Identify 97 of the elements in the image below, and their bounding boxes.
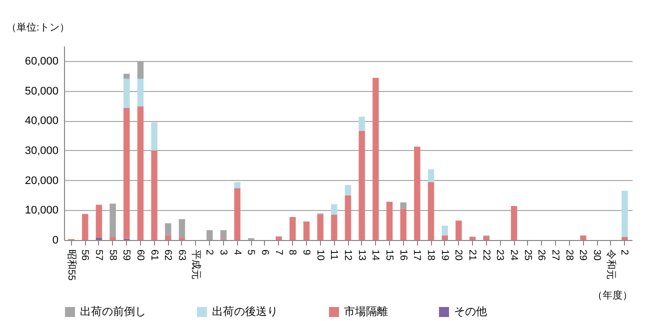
x-tick-label: 16 <box>397 250 408 262</box>
bar <box>622 190 628 238</box>
x-tick-label: 令和元 <box>604 250 617 280</box>
x-tick-label: 63 <box>176 250 187 262</box>
y-tick-label: 50,000 <box>24 85 58 98</box>
bar <box>456 220 462 240</box>
bar <box>124 108 130 239</box>
bar <box>580 236 586 240</box>
x-tick-label: 14 <box>370 250 381 262</box>
x-tick-label: 4 <box>231 250 242 256</box>
bar <box>358 130 365 240</box>
bar <box>428 182 434 240</box>
legend-label: 市場隔離 <box>344 305 388 318</box>
bar <box>400 202 406 209</box>
bar <box>151 150 158 240</box>
x-tick-label: 9 <box>300 250 312 256</box>
bar <box>110 237 116 240</box>
x-tick-label: 59 <box>120 250 132 262</box>
bar <box>124 74 130 79</box>
x-tick-label: 8 <box>286 250 298 256</box>
x-tick-label: 5 <box>245 250 256 256</box>
x-tick-label: 2 <box>618 250 630 256</box>
x-tick-label: 62 <box>162 250 174 262</box>
y-tick-label: 10,000 <box>24 204 58 217</box>
x-tick-label: 3 <box>217 250 228 256</box>
bar <box>386 202 393 240</box>
x-tick-label: 22 <box>480 250 492 262</box>
x-tick-label: 24 <box>508 250 520 262</box>
bar <box>124 78 130 108</box>
y-tick-label: 20,000 <box>24 174 58 187</box>
bar <box>317 214 324 240</box>
bar <box>303 221 310 240</box>
x-tick-label: 15 <box>384 250 395 262</box>
legend-label: その他 <box>454 306 487 318</box>
x-tick-label: 17 <box>411 250 422 262</box>
x-tick-label: 27 <box>550 250 561 262</box>
bar <box>622 237 628 240</box>
x-tick-label: 28 <box>563 250 574 262</box>
bar <box>400 208 406 240</box>
x-tick-label: 昭和55 <box>65 250 78 282</box>
x-tick-label: 60 <box>134 250 146 262</box>
x-tick-label: 26 <box>536 250 547 262</box>
bar <box>82 214 88 240</box>
bar <box>483 236 490 240</box>
bar <box>165 235 172 240</box>
x-tick-label: 12 <box>342 250 353 262</box>
bar <box>151 122 158 150</box>
bar <box>234 182 240 188</box>
y-tick-label: 60,000 <box>24 55 58 68</box>
y-tick-label: 30,000 <box>24 144 58 157</box>
bar <box>234 188 240 240</box>
bar <box>372 78 379 240</box>
bar <box>206 230 213 240</box>
bar <box>137 78 144 106</box>
bar <box>290 217 296 240</box>
x-tick-label: 18 <box>425 250 436 262</box>
x-tick-label: 23 <box>494 250 506 262</box>
bar <box>165 223 172 236</box>
x-tick-label: 6 <box>258 250 270 256</box>
bar <box>178 219 186 238</box>
bar <box>442 236 448 240</box>
bar <box>469 236 476 240</box>
x-tick-label: 25 <box>522 250 533 262</box>
bar <box>276 236 282 240</box>
x-tick-label: 29 <box>577 250 588 262</box>
legend-label: 出荷の前倒し <box>80 305 146 318</box>
x-tick-label: 30 <box>591 250 602 262</box>
bar <box>344 185 352 196</box>
bar <box>331 204 338 215</box>
x-tick-label: 61 <box>148 250 160 262</box>
y-tick-label: 0 <box>52 234 58 246</box>
x-axis-title: （年度） <box>592 290 632 302</box>
y-axis-title: （単位:トン） <box>6 22 70 34</box>
bar <box>344 195 352 240</box>
legend-label: 出荷の後送り <box>212 305 278 318</box>
x-tick-label: 平成元 <box>190 250 202 280</box>
x-tick-label: 56 <box>79 250 90 262</box>
bar <box>220 230 227 240</box>
x-tick-label: 19 <box>438 250 450 262</box>
x-tick-label: 13 <box>356 250 367 262</box>
bar <box>510 206 518 240</box>
bar <box>96 204 102 238</box>
bar <box>137 106 144 240</box>
x-tick-label: 58 <box>106 250 118 262</box>
bar <box>442 226 448 236</box>
x-tick-label: 57 <box>92 250 104 262</box>
x-tick-label: 2 <box>204 250 215 256</box>
x-tick-label: 11 <box>328 250 340 260</box>
bar <box>414 146 420 240</box>
x-tick-label: 7 <box>272 250 284 256</box>
x-tick-label: 10 <box>314 250 326 262</box>
bar <box>358 116 365 131</box>
x-tick-label: 21 <box>466 250 478 262</box>
bar <box>331 214 338 240</box>
x-tick-label: 20 <box>452 250 464 262</box>
bar <box>428 169 434 182</box>
y-tick-label: 40,000 <box>24 115 58 128</box>
